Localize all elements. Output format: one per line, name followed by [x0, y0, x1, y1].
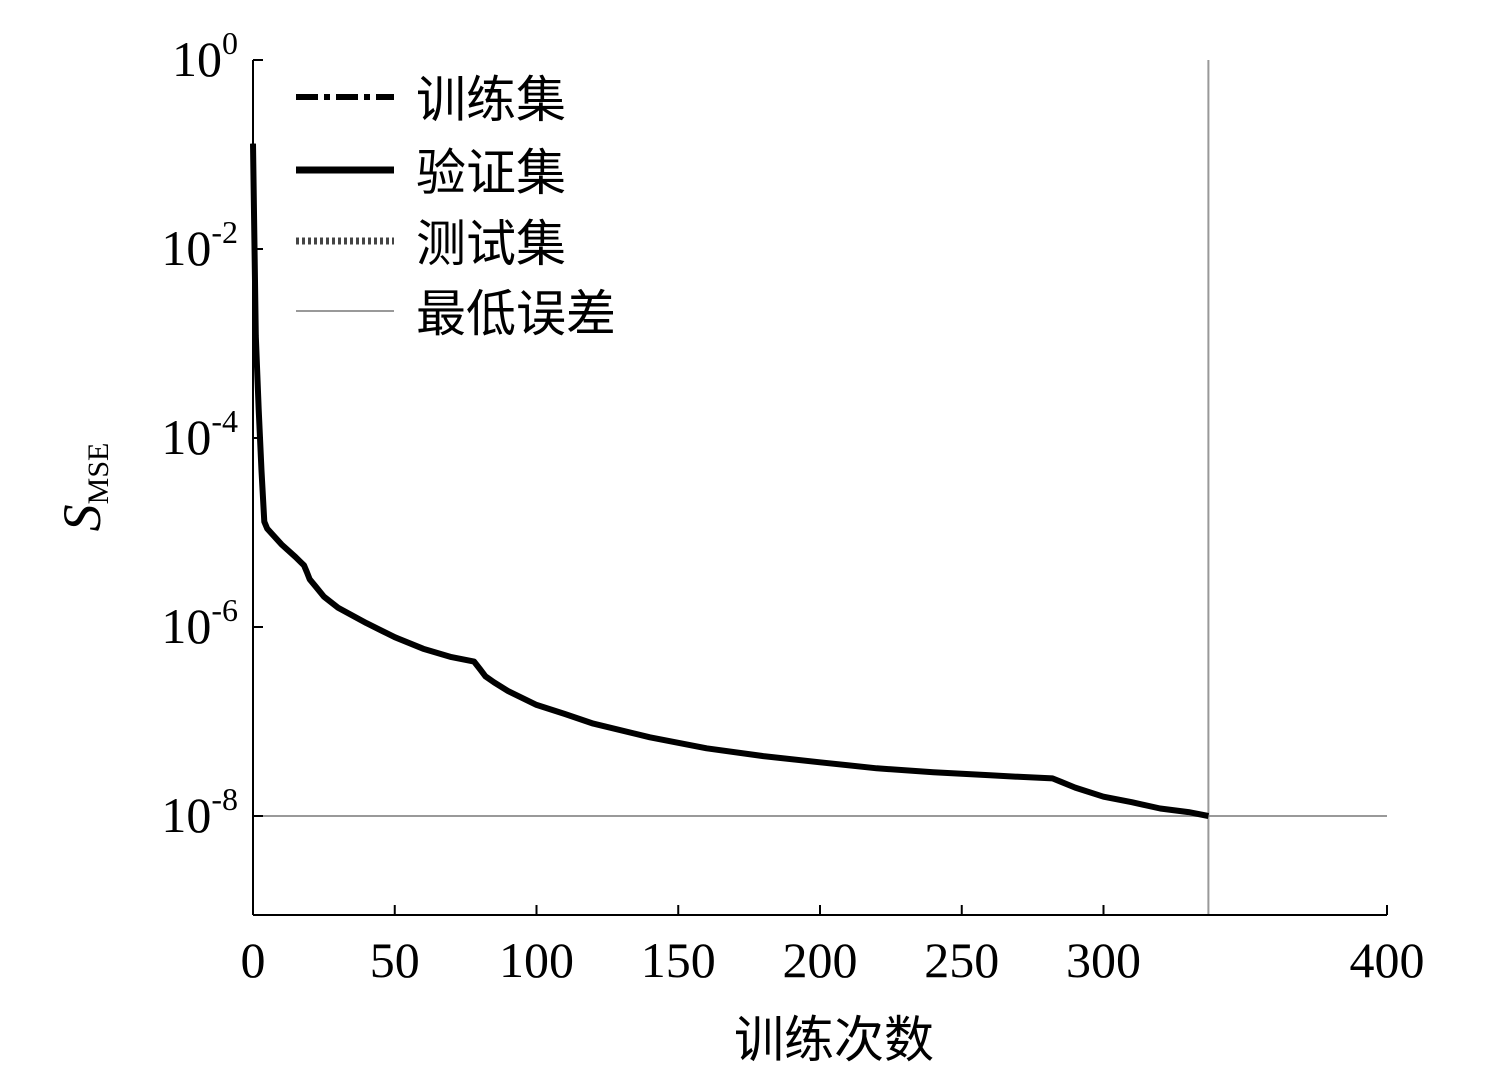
x-tick-label: 50 — [370, 932, 420, 988]
legend-item-test: 测试集 — [296, 215, 566, 273]
legend-item-train: 训练集 — [296, 71, 566, 129]
legend: 训练集 验证集 测试集 最低误差 — [296, 71, 616, 343]
y-axis-title-main: S — [52, 504, 112, 531]
y-axis-title-sub: MSE — [82, 443, 115, 505]
x-tick-label: 100 — [499, 932, 574, 988]
series-layer — [250, 143, 1209, 819]
x-tick-label: 250 — [924, 932, 999, 988]
x-tick-label: 150 — [641, 932, 716, 988]
x-tick-label: 200 — [783, 932, 858, 988]
y-ticks-layer: 100 10-2 10-4 10-6 10-8 — [161, 25, 263, 843]
y-tick-label: 100 — [172, 25, 238, 87]
x-tick-label: 0 — [241, 932, 266, 988]
legend-label-test: 测试集 — [416, 215, 566, 273]
legend-label-validation: 验证集 — [416, 144, 566, 202]
y-axis-title: SMSE — [52, 443, 115, 532]
legend-item-validation: 验证集 — [296, 144, 566, 202]
y-tick-label: 10-2 — [161, 214, 238, 276]
x-ticks-layer: 0 50 100 150 200 250 300 400 — [241, 905, 1425, 988]
y-tick-label: 10-8 — [161, 781, 238, 843]
legend-label-min-error: 最低误差 — [416, 285, 616, 343]
x-axis-title: 训练次数 — [734, 1011, 934, 1069]
series-line-solid — [250, 143, 1209, 819]
legend-label-train: 训练集 — [416, 71, 566, 129]
series-line-dotted — [251, 143, 1209, 818]
series-line-dashdot — [250, 143, 1209, 819]
y-tick-label: 10-4 — [161, 403, 238, 465]
x-tick-label: 300 — [1066, 932, 1141, 988]
y-tick-label: 10-6 — [161, 592, 238, 654]
legend-item-min-error: 最低误差 — [296, 285, 616, 343]
x-tick-label: 400 — [1350, 932, 1425, 988]
